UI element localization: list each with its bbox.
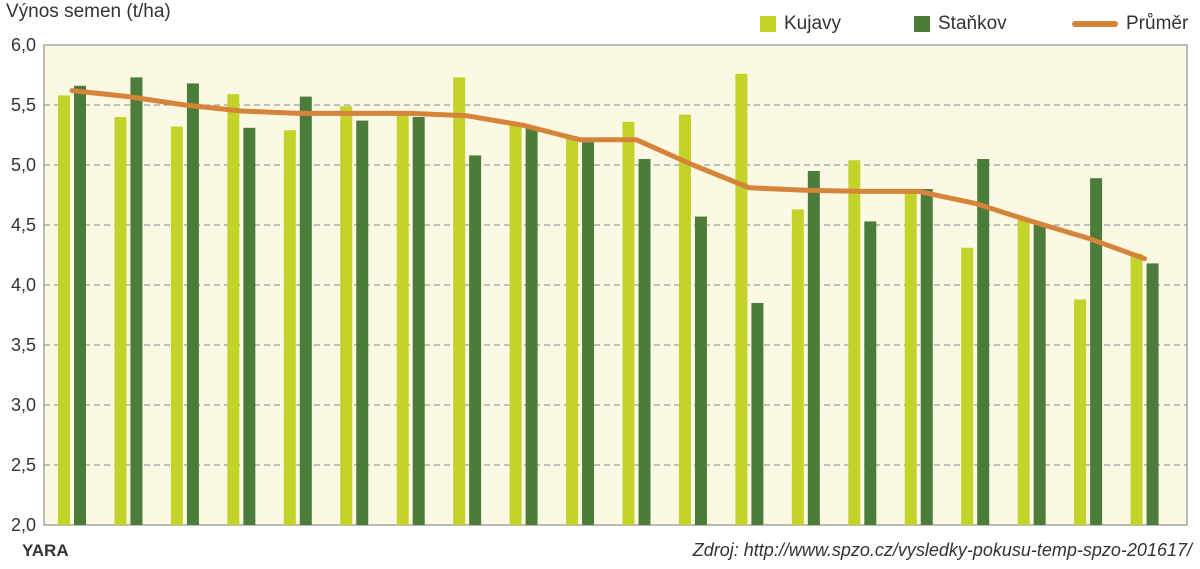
bar-stankov bbox=[186, 83, 199, 526]
bar-kujavy bbox=[509, 124, 522, 525]
legend-swatch-stankov bbox=[914, 16, 930, 32]
bar-kujavy bbox=[396, 111, 409, 525]
y-tick-label: 3,5 bbox=[11, 335, 36, 355]
bar-stankov bbox=[1090, 178, 1103, 525]
y-axis-label: Výnos semen (t/ha) bbox=[6, 1, 171, 22]
bar-stankov bbox=[469, 155, 482, 525]
bar-kujavy bbox=[904, 191, 917, 525]
bar-stankov bbox=[977, 159, 990, 525]
bar-stankov bbox=[525, 126, 538, 525]
legend-item-prumer: Průměr bbox=[1072, 12, 1188, 36]
bar-stankov bbox=[807, 171, 820, 525]
legend-item-kujavy: Kujavy bbox=[760, 12, 841, 36]
y-tick-label: 6,0 bbox=[11, 35, 36, 55]
brand-label: YARA bbox=[22, 541, 69, 560]
series-line-prumer bbox=[69, 88, 1147, 262]
bar-stankov bbox=[1033, 225, 1046, 525]
bar-kujavy bbox=[1074, 299, 1087, 525]
bar-kujavy bbox=[1130, 253, 1143, 526]
bar-kujavy bbox=[453, 77, 466, 526]
bar-kujavy bbox=[1017, 217, 1030, 526]
bar-kujavy bbox=[678, 114, 691, 525]
bar-kujavy bbox=[961, 247, 974, 526]
legend-swatch-kujavy bbox=[760, 16, 776, 32]
y-tick-label: 3,0 bbox=[11, 395, 36, 415]
bar-stankov bbox=[638, 159, 651, 525]
bar-stankov bbox=[694, 216, 707, 525]
bar-stankov bbox=[412, 117, 425, 525]
bar-kujavy bbox=[227, 94, 240, 525]
bar-stankov bbox=[1146, 263, 1159, 525]
bar-stankov bbox=[864, 221, 877, 525]
bar-stankov bbox=[582, 142, 595, 525]
bar-stankov bbox=[356, 120, 369, 525]
bar-stankov bbox=[920, 189, 933, 525]
bar-kujavy bbox=[340, 106, 353, 525]
bar-kujavy bbox=[283, 130, 296, 525]
y-tick-label: 2,5 bbox=[11, 455, 36, 475]
legend-label-stankov: Staňkov bbox=[938, 13, 1007, 34]
y-tick-label: 5,0 bbox=[11, 155, 36, 175]
y-tick-labels: 6,0 5,5 5,0 4,5 4,0 3,5 3,0 2,5 2,0 bbox=[11, 35, 36, 535]
legend-item-stankov: Staňkov bbox=[914, 12, 1007, 36]
source-note: Zdroj: http://www.spzo.cz/vysledky-pokus… bbox=[692, 540, 1192, 560]
legend-label-kujavy: Kujavy bbox=[784, 13, 842, 34]
bar-stankov bbox=[751, 303, 764, 525]
bar-kujavy bbox=[170, 126, 183, 525]
bar-kujavy bbox=[566, 136, 579, 525]
bar-stankov bbox=[299, 96, 312, 525]
y-tick-label: 5,5 bbox=[11, 95, 36, 115]
y-tick-label: 2,0 bbox=[11, 515, 36, 535]
average-line bbox=[69, 88, 1147, 262]
legend-label-prumer: Průměr bbox=[1126, 13, 1189, 34]
y-tick-label: 4,5 bbox=[11, 215, 36, 235]
bar-stankov bbox=[74, 85, 86, 526]
bar-kujavy bbox=[848, 160, 861, 525]
bar-kujavy bbox=[791, 209, 804, 525]
bar-stankov bbox=[130, 77, 143, 526]
bar-kujavy bbox=[114, 117, 127, 525]
bar-kujavy bbox=[622, 121, 635, 526]
legend-swatch-prumer bbox=[1072, 21, 1118, 27]
bar-stankov bbox=[243, 127, 256, 526]
bar-kujavy bbox=[58, 95, 70, 526]
bar-marks bbox=[58, 73, 1159, 526]
bar-kujavy bbox=[735, 73, 748, 526]
y-tick-label: 4,0 bbox=[11, 275, 36, 295]
